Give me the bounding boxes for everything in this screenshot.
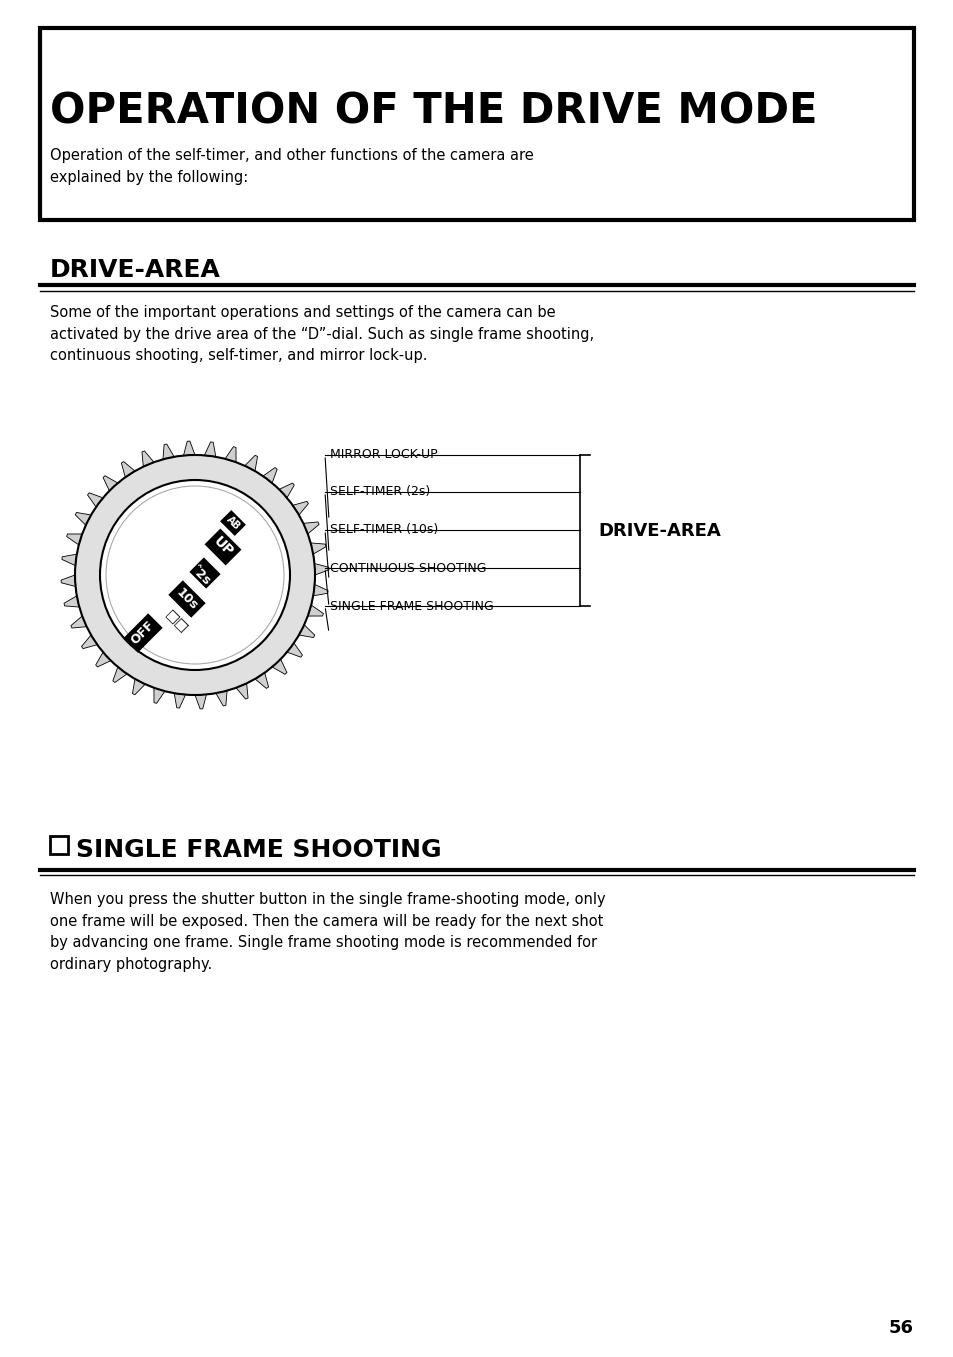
Polygon shape (183, 441, 194, 456)
Polygon shape (279, 483, 294, 498)
Text: SELF-TIMER (2s): SELF-TIMER (2s) (330, 486, 430, 498)
Polygon shape (298, 624, 314, 638)
Text: □□: □□ (163, 607, 191, 635)
Polygon shape (194, 695, 206, 708)
Bar (40, 28, 913, 220)
Polygon shape (88, 493, 103, 508)
Text: Some of the important operations and settings of the camera can be
activated by : Some of the important operations and set… (50, 305, 594, 364)
Polygon shape (313, 585, 328, 596)
Polygon shape (235, 684, 248, 699)
Polygon shape (75, 513, 91, 525)
Text: SINGLE FRAME SHOOTING: SINGLE FRAME SHOOTING (76, 839, 441, 862)
Text: SELF-TIMER (10s): SELF-TIMER (10s) (330, 524, 437, 536)
Text: UP: UP (211, 535, 235, 559)
Polygon shape (61, 575, 75, 586)
Polygon shape (82, 635, 97, 649)
Text: MIRROR LOCK-UP: MIRROR LOCK-UP (330, 449, 437, 461)
Polygon shape (174, 693, 186, 708)
Polygon shape (62, 554, 77, 566)
Polygon shape (308, 605, 323, 616)
Polygon shape (67, 533, 82, 546)
Polygon shape (132, 678, 145, 695)
Polygon shape (71, 616, 87, 628)
Text: Operation of the self-timer, and other functions of the camera are
explained by : Operation of the self-timer, and other f… (50, 148, 533, 185)
Text: CONTINUOUS SHOOTING: CONTINUOUS SHOOTING (330, 562, 486, 574)
Text: AB: AB (224, 514, 241, 532)
Polygon shape (103, 476, 118, 491)
Polygon shape (121, 461, 135, 478)
Polygon shape (112, 666, 127, 683)
Polygon shape (254, 673, 269, 688)
Polygon shape (287, 643, 302, 657)
Polygon shape (163, 444, 174, 460)
Polygon shape (225, 446, 235, 463)
Polygon shape (303, 522, 318, 533)
Polygon shape (204, 442, 215, 457)
Polygon shape (153, 688, 165, 703)
Text: When you press the shutter button in the single frame-shooting mode, only
one fr: When you press the shutter button in the… (50, 892, 605, 972)
Text: ̂2s: ̂2s (194, 563, 215, 584)
Polygon shape (95, 653, 111, 666)
Circle shape (75, 455, 314, 695)
Polygon shape (293, 501, 308, 516)
Bar (50, 836, 68, 854)
Polygon shape (215, 691, 227, 706)
Polygon shape (314, 563, 329, 575)
Polygon shape (64, 596, 79, 607)
Text: SINGLE FRAME SHOOTING: SINGLE FRAME SHOOTING (330, 600, 494, 612)
Polygon shape (142, 451, 153, 467)
Text: DRIVE-AREA: DRIVE-AREA (598, 521, 720, 540)
Text: OPERATION OF THE DRIVE MODE: OPERATION OF THE DRIVE MODE (50, 90, 817, 132)
Text: 10s: 10s (173, 586, 200, 612)
Circle shape (100, 480, 290, 670)
Polygon shape (245, 455, 257, 471)
Polygon shape (311, 543, 326, 554)
Text: 56: 56 (888, 1319, 913, 1337)
Polygon shape (272, 660, 287, 674)
Polygon shape (263, 468, 277, 483)
Text: DRIVE-AREA: DRIVE-AREA (50, 258, 221, 282)
Text: OFF: OFF (129, 619, 157, 647)
